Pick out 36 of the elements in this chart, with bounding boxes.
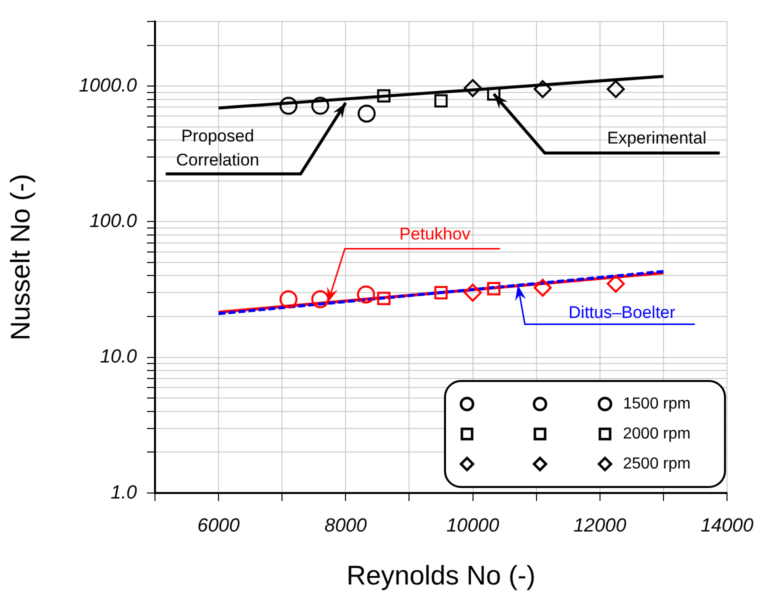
point [487, 282, 500, 296]
point [434, 94, 448, 108]
point [279, 96, 298, 115]
y-tick-label: 10.0 [100, 346, 138, 368]
annotation: Proposed Correlation [176, 126, 260, 170]
y-tick-label: 1000.0 [78, 75, 138, 96]
point [464, 284, 482, 302]
point [377, 292, 390, 306]
point [606, 80, 625, 98]
point [311, 290, 330, 308]
x-tick-label: 14000 [700, 516, 754, 537]
annotation: Dittus–Boelter [568, 302, 676, 322]
y-tick-label: 1.0 [110, 482, 138, 504]
point [311, 96, 330, 115]
x-tick-label: 6000 [197, 516, 240, 537]
point [534, 80, 552, 98]
x-tick-label: 12000 [573, 516, 627, 537]
x-axis-title: Reynolds No (-) [346, 560, 536, 590]
point [464, 79, 482, 98]
point [279, 290, 298, 308]
x-tick-label: 8000 [324, 516, 368, 537]
y-tick-label: 100.0 [89, 211, 138, 232]
annotation: Petukhov [399, 224, 471, 244]
point [606, 274, 625, 293]
point [534, 278, 552, 297]
point [487, 87, 500, 101]
point [357, 285, 376, 304]
x-tick-label: 10000 [446, 516, 500, 537]
legend-label: 2500 rpm [623, 455, 691, 472]
point [434, 286, 448, 300]
legend-label: 1500 rpm [623, 395, 691, 412]
legend-label: 2000 rpm [623, 425, 691, 442]
point [358, 104, 376, 123]
point [377, 89, 390, 103]
annotation: Experimental [607, 128, 706, 148]
y-axis-title: Nusselt No (-) [6, 174, 36, 340]
